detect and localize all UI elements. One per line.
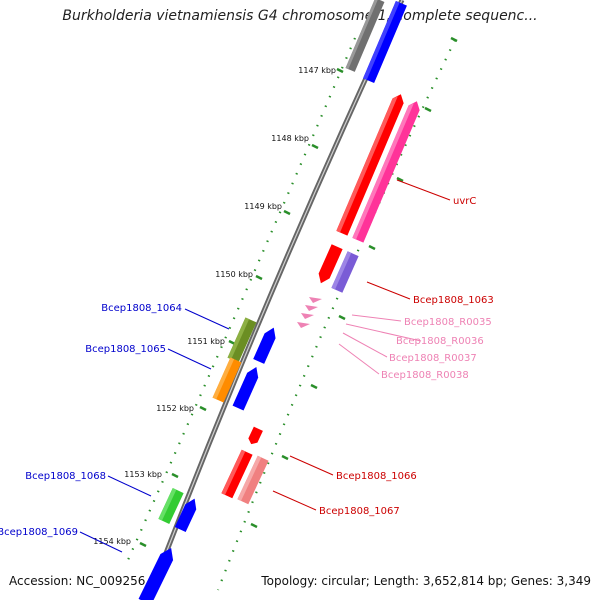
gene-bcep1808-1067[interactable] bbox=[237, 455, 269, 505]
major-ticks bbox=[139, 36, 458, 548]
gene-bcep1808-1068[interactable] bbox=[158, 488, 184, 524]
label-bcep1808-1065[interactable]: Bcep1808_1065 bbox=[85, 344, 166, 355]
leader-lines-blue bbox=[79, 308, 230, 553]
accession-text: Accession: NC_009256 bbox=[9, 574, 146, 588]
ruler-label-1151: 1151 kbp bbox=[187, 337, 225, 346]
gene-red-1150[interactable] bbox=[315, 244, 343, 285]
label-uvrc[interactable]: uvrC bbox=[453, 196, 476, 207]
map-title: Burkholderia vietnamiensis G4 chromosome… bbox=[62, 8, 538, 24]
ruler-label-1150: 1150 kbp bbox=[215, 270, 253, 279]
gene-red-uvrc-adjacent[interactable] bbox=[336, 92, 406, 236]
gene-bcep1808-1063[interactable] bbox=[331, 251, 359, 293]
label-bcep1808-1067[interactable]: Bcep1808_1067 bbox=[319, 506, 400, 517]
trna-r0037 bbox=[301, 313, 314, 319]
label-bcep1808-1066[interactable]: Bcep1808_1066 bbox=[336, 471, 417, 482]
gene-blue-1151a[interactable] bbox=[253, 325, 279, 364]
label-bcep1808-r0038[interactable]: Bcep1808_R0038 bbox=[381, 370, 469, 381]
gene-bcep1808-1066[interactable] bbox=[221, 449, 253, 499]
gene-blue-top[interactable] bbox=[363, 0, 407, 84]
ruler-label-1147: 1147 kbp bbox=[298, 66, 336, 75]
genome-summary-text: Topology: circular; Length: 3,652,814 bp… bbox=[261, 574, 591, 588]
ruler-label-1154: 1154 kbp bbox=[93, 537, 131, 546]
gene-blue-1151b[interactable] bbox=[232, 365, 262, 411]
leader-lines-pink bbox=[338, 314, 422, 375]
gene-bcep1808-1064[interactable] bbox=[227, 317, 257, 363]
gene-uvrc[interactable] bbox=[352, 99, 422, 243]
label-bcep1808-r0036[interactable]: Bcep1808_R0036 bbox=[396, 336, 484, 347]
label-bcep1808-1069[interactable]: Bcep1808_1069 bbox=[0, 527, 78, 538]
gene-grey-top[interactable] bbox=[345, 0, 385, 72]
ruler-label-1148: 1148 kbp bbox=[271, 134, 309, 143]
trna-r0035 bbox=[309, 297, 322, 303]
gene-bcep1808-1069[interactable] bbox=[138, 545, 178, 600]
label-bcep1808-1063[interactable]: Bcep1808_1063 bbox=[413, 295, 494, 306]
label-bcep1808-r0035[interactable]: Bcep1808_R0035 bbox=[404, 317, 492, 328]
trna-r0036 bbox=[305, 305, 318, 311]
ruler-label-1149: 1149 kbp bbox=[244, 202, 282, 211]
ruler-label-1152: 1152 kbp bbox=[156, 404, 194, 413]
label-bcep1808-1064[interactable]: Bcep1808_1064 bbox=[101, 303, 182, 314]
gene-bcep1808-1065[interactable] bbox=[212, 357, 242, 403]
trna-markers[interactable] bbox=[297, 297, 322, 328]
gene-blue-1153[interactable] bbox=[174, 496, 200, 533]
label-bcep1808-1068[interactable]: Bcep1808_1068 bbox=[25, 471, 106, 482]
ruler-track-left bbox=[126, 37, 357, 561]
label-bcep1808-r0037[interactable]: Bcep1808_R0037 bbox=[389, 353, 477, 364]
trna-r0038 bbox=[297, 322, 310, 328]
gene-red-1152[interactable] bbox=[247, 426, 263, 447]
leader-lines-red bbox=[272, 179, 451, 511]
ruler-label-1153: 1153 kbp bbox=[124, 470, 162, 479]
